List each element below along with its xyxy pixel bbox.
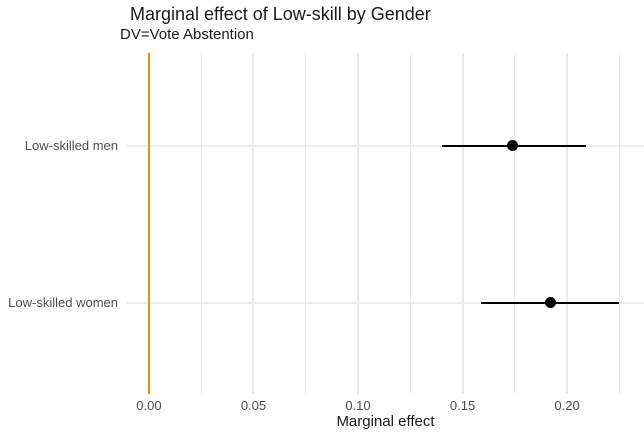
- gridline-minor: [514, 53, 516, 394]
- gridline-horizontal: [127, 302, 644, 304]
- x-tick-label: 0.20: [554, 398, 580, 413]
- y-axis-label: Low-skilled men: [24, 137, 118, 153]
- zero-reference-line: [147, 53, 150, 394]
- gridline-major: [357, 53, 359, 394]
- gridline-major: [461, 53, 464, 394]
- gridline-minor: [200, 53, 202, 394]
- x-axis-title: Marginal effect: [336, 413, 435, 430]
- x-tick-label: 0.15: [449, 398, 476, 413]
- y-axis-label: Low-skilled women: [8, 294, 118, 310]
- gridline-major: [566, 53, 569, 394]
- point-estimate: [544, 297, 556, 309]
- x-tick-label: 0.10: [345, 398, 371, 413]
- gridline-minor: [618, 53, 620, 394]
- gridline-minor: [409, 53, 411, 394]
- gridline-horizontal: [127, 145, 644, 147]
- chart-title: Marginal effect of Low-skill by Gender: [130, 4, 431, 24]
- gridline-major: [252, 53, 255, 394]
- x-tick-label: 0.05: [240, 398, 267, 413]
- plot-panel: [127, 53, 644, 394]
- chart-subtitle: DV=Vote Abstention: [120, 26, 254, 43]
- gridline-minor: [305, 53, 307, 394]
- x-tick-label: 0.00: [136, 398, 162, 413]
- point-estimate: [507, 140, 519, 152]
